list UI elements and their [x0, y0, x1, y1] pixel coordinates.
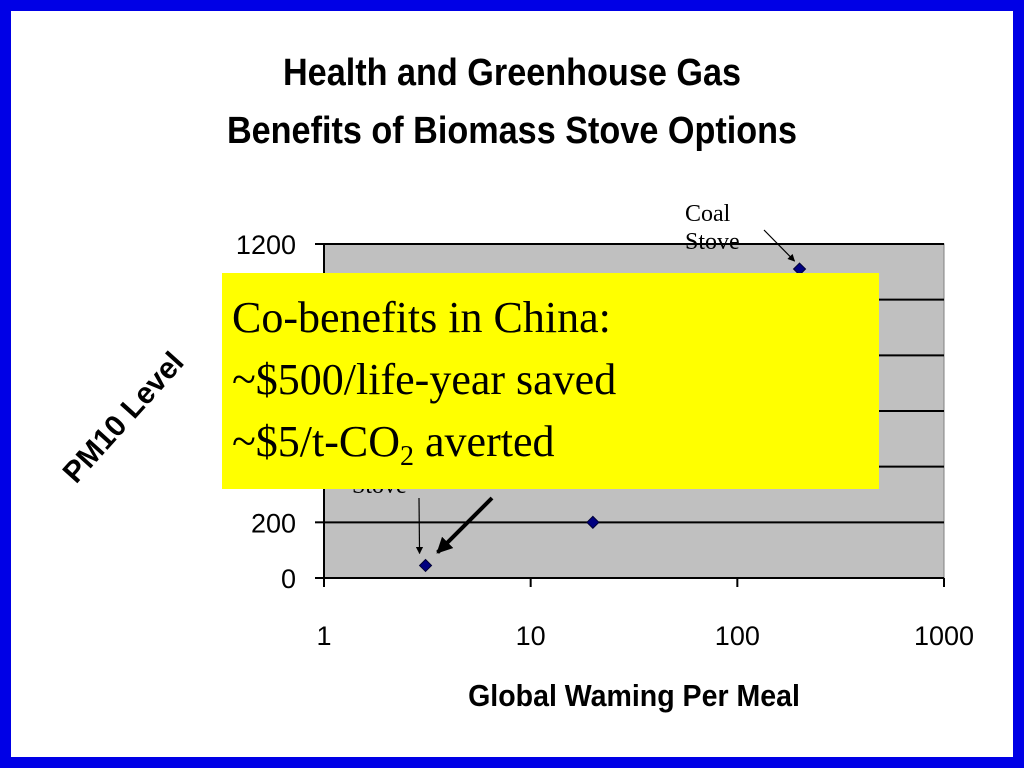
co-benefits-callout: Co-benefits in China: ~$500/life-year sa… [222, 273, 879, 489]
data-point [418, 558, 433, 573]
stove-arrow [415, 497, 424, 555]
coal-annotation-line-2: Stove [685, 229, 740, 255]
callout-arrow [436, 496, 494, 554]
callout-subscript: 2 [400, 441, 415, 472]
x-tick-label: 10 [516, 621, 546, 651]
coal-stove-annotation: Coal Stove [685, 200, 740, 256]
y-tick-label: 200 [251, 508, 296, 538]
x-tick-label: 1000 [914, 621, 974, 651]
callout-line-2: ~$500/life-year saved [232, 355, 617, 404]
x-axis-label: Global Waming Per Meal [468, 678, 800, 713]
x-tick-label: 1 [316, 621, 331, 651]
callout-line-3-suffix: averted [414, 417, 555, 466]
coal-stove-arrow [763, 229, 796, 262]
coal-annotation-line-1: Coal [685, 201, 731, 227]
chart-title-line-2: Benefits of Biomass Stove Options [226, 110, 798, 152]
chart-title-line-1: Health and Greenhouse Gas [282, 52, 742, 94]
x-tick-label: 100 [715, 621, 760, 651]
callout-line-3: ~$5/t-CO2 averted [232, 411, 879, 473]
y-tick-label: 1200 [236, 230, 296, 260]
chart-title: Health and Greenhouse Gas Benefits of Bi… [0, 44, 1024, 160]
callout-line-1: Co-benefits in China: [232, 293, 611, 342]
y-tick-label: 0 [281, 564, 296, 594]
data-point [586, 515, 600, 530]
callout-line-3-prefix: ~$5/t-CO [232, 417, 401, 466]
